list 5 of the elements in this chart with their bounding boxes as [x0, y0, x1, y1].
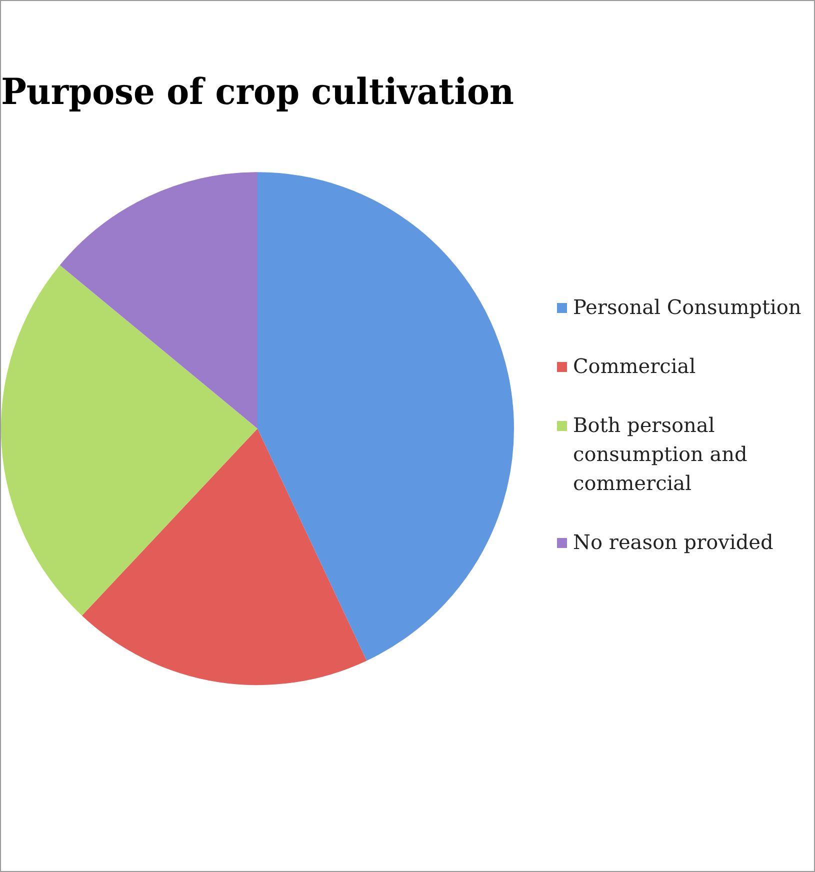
chart-title: Purpose of crop cultivation: [1, 70, 514, 114]
legend-label: Both personal consumption and commercial: [573, 412, 748, 497]
legend-label: Commercial: [573, 353, 696, 380]
legend-label: Personal Consumption: [573, 294, 802, 321]
legend-label: No reason provided: [573, 529, 774, 556]
